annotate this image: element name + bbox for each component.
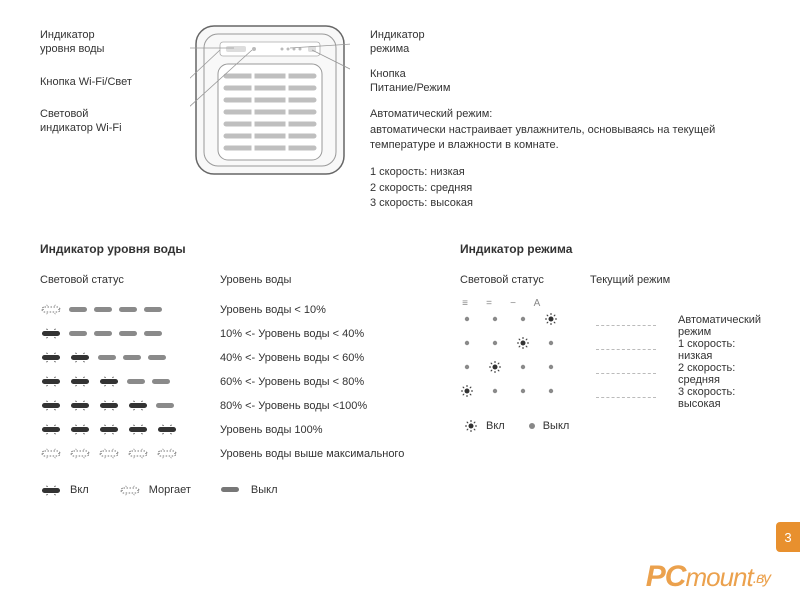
speed-2: 2 скорость: средняя — [370, 181, 760, 196]
water-status-row — [40, 298, 200, 322]
water-level-section: Индикатор уровня воды Световой статус Ур… — [40, 242, 420, 496]
auto-mode-title: Автоматический режим: — [370, 108, 492, 120]
auto-mode-text: автоматически настраивает увлажнитель, о… — [370, 124, 715, 151]
watermark-pc: PC — [646, 560, 686, 593]
legend-on: Вкл — [70, 484, 89, 496]
page-number: 3 — [784, 530, 791, 545]
mode-text: Автоматический режим — [590, 314, 761, 338]
water-status-row — [40, 322, 200, 346]
water-col-level: Уровень воды — [220, 274, 420, 286]
mode-header-icons: ≡ = − A — [460, 298, 570, 309]
mode-head-3bars: ≡ — [460, 298, 470, 309]
water-level-text: Уровень воды выше максимального — [220, 442, 420, 466]
water-level-text: 60% <- Уровень воды < 80% — [220, 370, 420, 394]
mode-text: 1 скорость: низкая — [590, 338, 761, 362]
label-wifi-light: Световойиндикатор Wi-Fi — [40, 107, 190, 136]
watermark-text: mount — [685, 562, 752, 592]
water-level-text: 80% <- Уровень воды <100% — [220, 394, 420, 418]
speed-1: 1 скорость: низкая — [370, 165, 760, 180]
watermark: PCmount.ву — [646, 560, 770, 594]
water-status-row — [40, 370, 200, 394]
speed-3: 3 скорость: высокая — [370, 196, 760, 211]
water-level-text: 40% <- Уровень воды < 60% — [220, 346, 420, 370]
legend-blink: Моргает — [149, 484, 191, 496]
water-legend: Вкл Моргает Выкл — [40, 484, 420, 496]
mode-legend: Вкл Выкл — [464, 419, 570, 433]
legend-off: Выкл — [251, 484, 278, 496]
mode-head-2bars: = — [484, 298, 494, 309]
label-water-indicator: Индикаторуровня воды — [40, 28, 190, 57]
mode-legend-on: Вкл — [486, 420, 505, 432]
water-section-title: Индикатор уровня воды — [40, 242, 420, 256]
mode-status-row — [460, 381, 570, 405]
water-status-row — [40, 394, 200, 418]
mode-status-row — [460, 309, 570, 333]
water-level-text: 10% <- Уровень воды < 40% — [220, 322, 420, 346]
speed-list: 1 скорость: низкая 2 скорость: средняя 3… — [370, 165, 760, 211]
mode-text: 3 скорость: высокая — [590, 386, 761, 410]
water-level-text: Уровень воды < 10% — [220, 298, 420, 322]
mode-head-auto: A — [532, 298, 542, 309]
mode-section-title: Индикатор режима — [460, 242, 760, 256]
mode-col-status: Световой статус — [460, 274, 570, 286]
auto-mode-description: Автоматический режим: автоматически наст… — [370, 107, 760, 153]
mode-text: 2 скорость: средняя — [590, 362, 761, 386]
page-number-tab: 3 — [776, 522, 800, 552]
water-col-status: Световой статус — [40, 274, 200, 286]
label-wifi-button: Кнопка Wi-Fi/Свет — [40, 75, 190, 89]
device-labels-left: Индикаторуровня воды Кнопка Wi-Fi/Свет С… — [40, 20, 190, 212]
water-status-row — [40, 442, 200, 466]
label-power-button: КнопкаПитание/Режим — [370, 67, 760, 96]
device-labels-right: Индикаторрежима КнопкаПитание/Режим Авто… — [350, 20, 760, 212]
water-level-text: Уровень воды 100% — [220, 418, 420, 442]
mode-status-row — [460, 333, 570, 357]
water-status-row — [40, 418, 200, 442]
water-status-row — [40, 346, 200, 370]
mode-col-mode: Текущий режим — [590, 274, 761, 286]
mode-section: Индикатор режима Световой статус ≡ = − A — [460, 242, 760, 496]
watermark-tld: .ву — [753, 570, 770, 587]
mode-head-1bar: − — [508, 298, 518, 309]
device-diagram — [190, 20, 350, 212]
label-mode-indicator: Индикаторрежима — [370, 28, 760, 57]
mode-legend-off: Выкл — [543, 420, 570, 432]
mode-status-row — [460, 357, 570, 381]
